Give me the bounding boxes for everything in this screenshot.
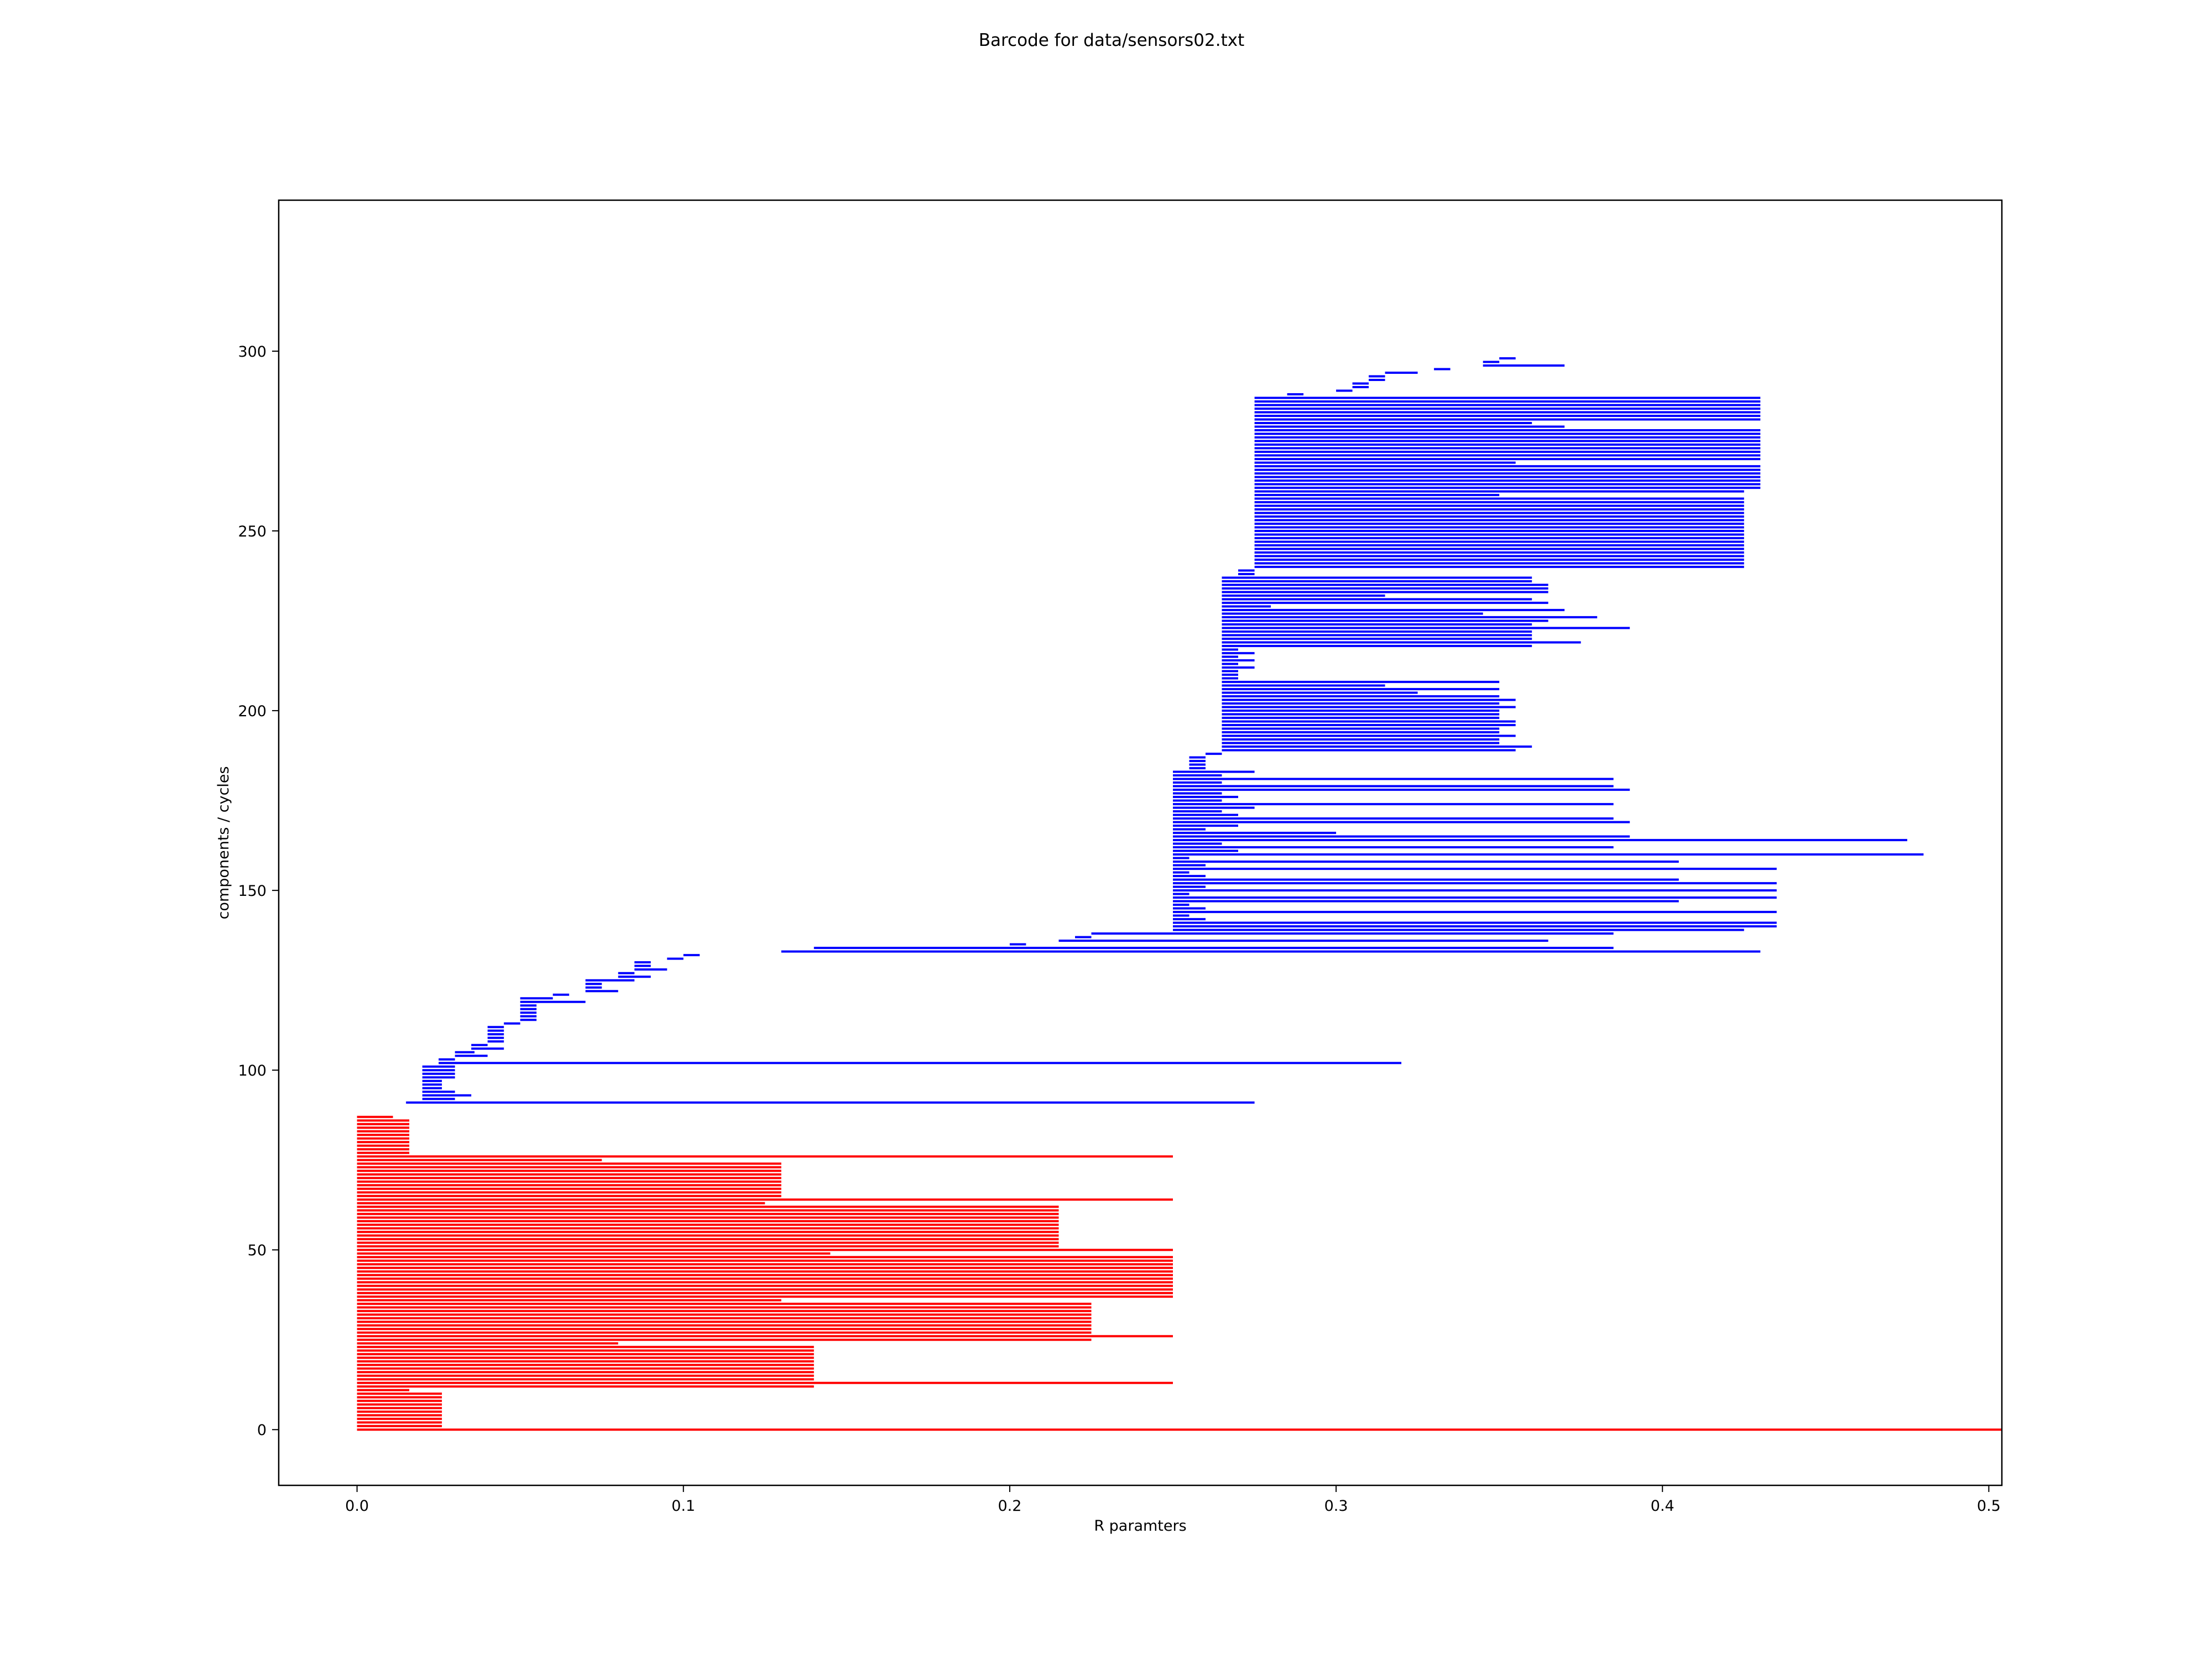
y-tick-label: 150 xyxy=(238,883,267,900)
x-tick-label: 0.2 xyxy=(998,1498,1021,1515)
y-tick-label: 250 xyxy=(238,523,267,540)
y-tick-label: 200 xyxy=(238,703,267,720)
y-axis-label: components / cycles xyxy=(215,766,232,920)
y-tick-label: 0 xyxy=(257,1422,267,1439)
x-axis-label: R paramters xyxy=(1094,1517,1186,1535)
x-axis-ticks: 0.0 0.1 0.2 0.3 0.4 0.5 xyxy=(345,1485,2001,1515)
x-tick-label: 0.1 xyxy=(671,1498,695,1515)
y-tick-label: 100 xyxy=(238,1062,267,1079)
x-tick-label: 0.0 xyxy=(345,1498,369,1515)
chart-title: Barcode for data/sensors02.txt xyxy=(979,30,1245,50)
barcode-bars xyxy=(357,357,2002,1431)
y-tick-label: 50 xyxy=(248,1242,267,1259)
x-tick-label: 0.4 xyxy=(1651,1498,1674,1515)
x-tick-label: 0.5 xyxy=(1977,1498,2001,1515)
x-tick-label: 0.3 xyxy=(1324,1498,1348,1515)
y-tick-label: 300 xyxy=(238,343,267,361)
y-axis-ticks: 0 50 100 150 200 250 300 xyxy=(238,343,279,1439)
plot-frame xyxy=(278,199,2003,1486)
